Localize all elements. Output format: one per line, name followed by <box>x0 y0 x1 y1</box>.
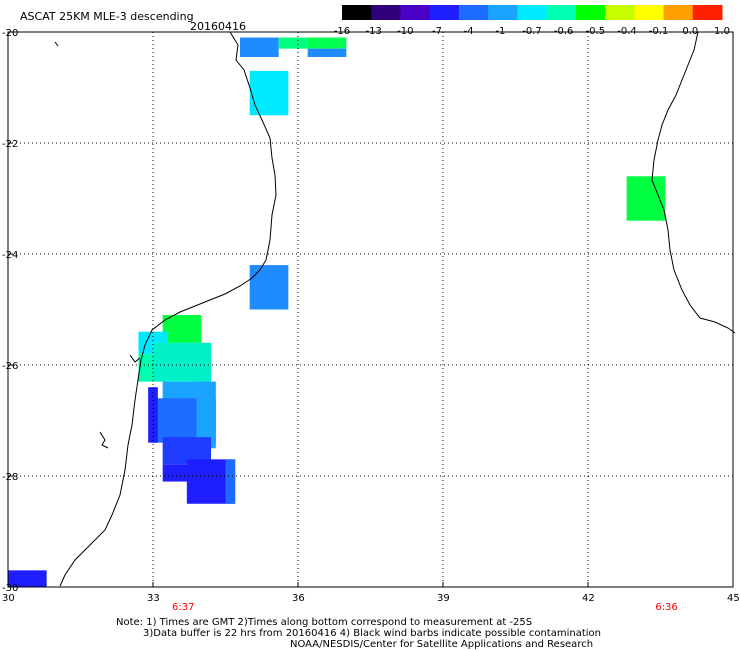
colorbar-label: 1.0 <box>714 26 730 37</box>
colorbar-label: -16 <box>333 26 351 37</box>
wind-cell <box>153 342 211 382</box>
coastline-inland <box>54 41 59 47</box>
colorbar <box>342 5 723 20</box>
colorbar-segment <box>458 5 489 20</box>
colorbar-label: -0.1 <box>648 26 669 37</box>
colorbar-label: -7 <box>432 26 442 37</box>
colorbar-label: -1 <box>495 26 506 37</box>
y-tick-label: -26 <box>2 361 19 372</box>
coastline-lesotho-border <box>99 431 109 449</box>
colorbar-segment <box>400 5 431 20</box>
wind-cell <box>249 70 289 116</box>
colorbar-segment <box>546 5 577 20</box>
wind-cell <box>196 381 216 449</box>
y-tick-label: -28 <box>2 472 19 483</box>
colorbar-segment <box>692 5 723 20</box>
colorbar-segment <box>429 5 460 20</box>
colorbar-segment <box>634 5 665 20</box>
note-line-3: NOAA/NESDIS/Center for Satellite Applica… <box>290 639 594 650</box>
colorbar-segment <box>488 5 518 20</box>
y-tick-label: -24 <box>2 250 19 261</box>
x-tick-label: 36 <box>292 593 305 604</box>
map-frame <box>7 31 734 588</box>
colorbar-segment <box>517 5 548 20</box>
wind-cell <box>307 48 347 57</box>
coastline-bay <box>129 354 141 363</box>
wind-cell <box>138 353 153 382</box>
colorbar-label: -13 <box>365 26 382 37</box>
colorbar-segment <box>342 5 372 20</box>
colorbar-label: 0.0 <box>682 26 699 37</box>
colorbar-segment <box>605 5 635 20</box>
wind-cell <box>225 459 236 504</box>
colorbar-segment <box>663 5 694 20</box>
y-tick-label: -20 <box>2 28 19 39</box>
chart-title: ASCAT 25KM MLE-3 descending <box>20 10 194 23</box>
chart-date: 20160416 <box>190 20 246 33</box>
pass-time-label: 6:37 <box>172 602 195 613</box>
wind-cell <box>249 265 289 310</box>
wind-cell <box>8 570 47 587</box>
wind-cell <box>162 315 202 343</box>
wind-cell <box>278 37 308 49</box>
coastline-africa <box>59 31 277 587</box>
note-line-2: 3)Data buffer is 22 hrs from 20160416 4)… <box>143 628 601 639</box>
colorbar-label: -0.4 <box>617 26 637 37</box>
wind-cell <box>307 37 347 49</box>
coastline-madagascar <box>651 31 736 334</box>
colorbar-label: -0.5 <box>585 26 606 37</box>
x-tick-label: 42 <box>582 593 595 604</box>
coastline <box>54 31 736 587</box>
wind-cell <box>240 37 279 57</box>
grid-lines <box>8 32 733 587</box>
colorbar-label: -4 <box>463 26 474 37</box>
y-tick-label: -30 <box>2 583 19 594</box>
colorbar-segment <box>575 5 606 20</box>
x-tick-label: 39 <box>437 593 450 604</box>
pass-time-label: 6:36 <box>655 602 678 613</box>
y-tick-label: -22 <box>2 139 19 150</box>
x-tick-label: 45 <box>727 593 740 604</box>
colorbar-segment <box>371 5 401 20</box>
colorbar-label: -0.6 <box>553 26 574 37</box>
x-tick-label: 30 <box>2 593 15 604</box>
data-cells <box>8 37 666 587</box>
wind-cell <box>148 387 158 443</box>
colorbar-label: -10 <box>397 26 414 37</box>
x-tick-label: 33 <box>147 593 160 604</box>
colorbar-label: -0.7 <box>522 26 542 37</box>
note-line-1: Note: 1) Times are GMT 2)Times along bot… <box>116 617 533 628</box>
